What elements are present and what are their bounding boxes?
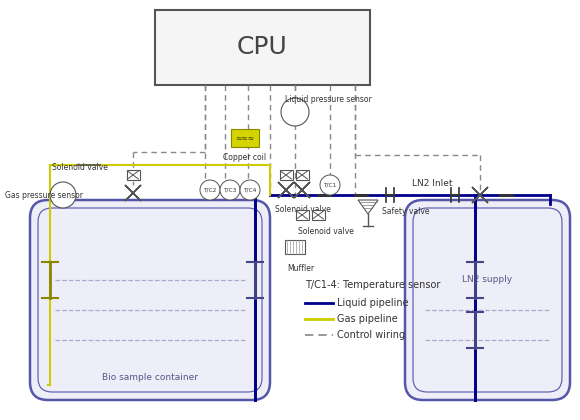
Polygon shape [472,187,488,203]
Text: T/C3: T/C3 [223,187,237,192]
FancyBboxPatch shape [405,200,570,400]
FancyBboxPatch shape [38,208,262,392]
Text: Solenoid valve: Solenoid valve [298,228,354,236]
Polygon shape [294,182,310,198]
Text: Gas pipeline: Gas pipeline [337,314,398,324]
Polygon shape [358,200,378,214]
Bar [126,170,140,180]
Polygon shape [278,182,294,198]
Polygon shape [472,187,488,203]
Bar [295,170,309,180]
Circle shape [200,180,220,200]
Text: Control wiring: Control wiring [337,330,405,340]
Text: Copper coil: Copper coil [223,153,267,162]
Text: Bio sample container: Bio sample container [102,373,198,383]
Text: CPU: CPU [237,36,288,60]
Polygon shape [125,185,141,201]
Circle shape [240,180,260,200]
Text: Liquid pressure sensor: Liquid pressure sensor [285,95,372,105]
Text: T/C4: T/C4 [244,187,257,192]
Circle shape [281,98,309,126]
Text: Solenoid valve: Solenoid valve [275,205,331,215]
Polygon shape [278,182,294,198]
Text: Muffler: Muffler [287,264,314,273]
Polygon shape [125,185,141,201]
Text: Solenoid valve: Solenoid valve [52,163,108,171]
Circle shape [50,182,76,208]
Circle shape [320,175,340,195]
Bar [280,170,292,180]
Bar [311,210,324,220]
Text: T/C2: T/C2 [204,187,217,192]
Text: Safety valve: Safety valve [382,207,430,216]
FancyBboxPatch shape [413,208,562,392]
Text: Gas pressure sensor: Gas pressure sensor [5,191,83,200]
Text: LN2 supply: LN2 supply [462,276,513,284]
Bar [231,129,259,147]
Bar [295,210,309,220]
Text: LN2 Inlet: LN2 Inlet [412,178,452,187]
Bar [285,240,305,254]
FancyBboxPatch shape [30,200,270,400]
Circle shape [220,180,240,200]
Text: ≈≈≈: ≈≈≈ [235,134,255,142]
Text: T/C1-4: Temperature sensor: T/C1-4: Temperature sensor [305,280,440,290]
Text: Liquid pipeline: Liquid pipeline [337,298,409,308]
Text: T/C1: T/C1 [324,183,336,187]
FancyBboxPatch shape [155,10,370,85]
Polygon shape [294,182,310,198]
